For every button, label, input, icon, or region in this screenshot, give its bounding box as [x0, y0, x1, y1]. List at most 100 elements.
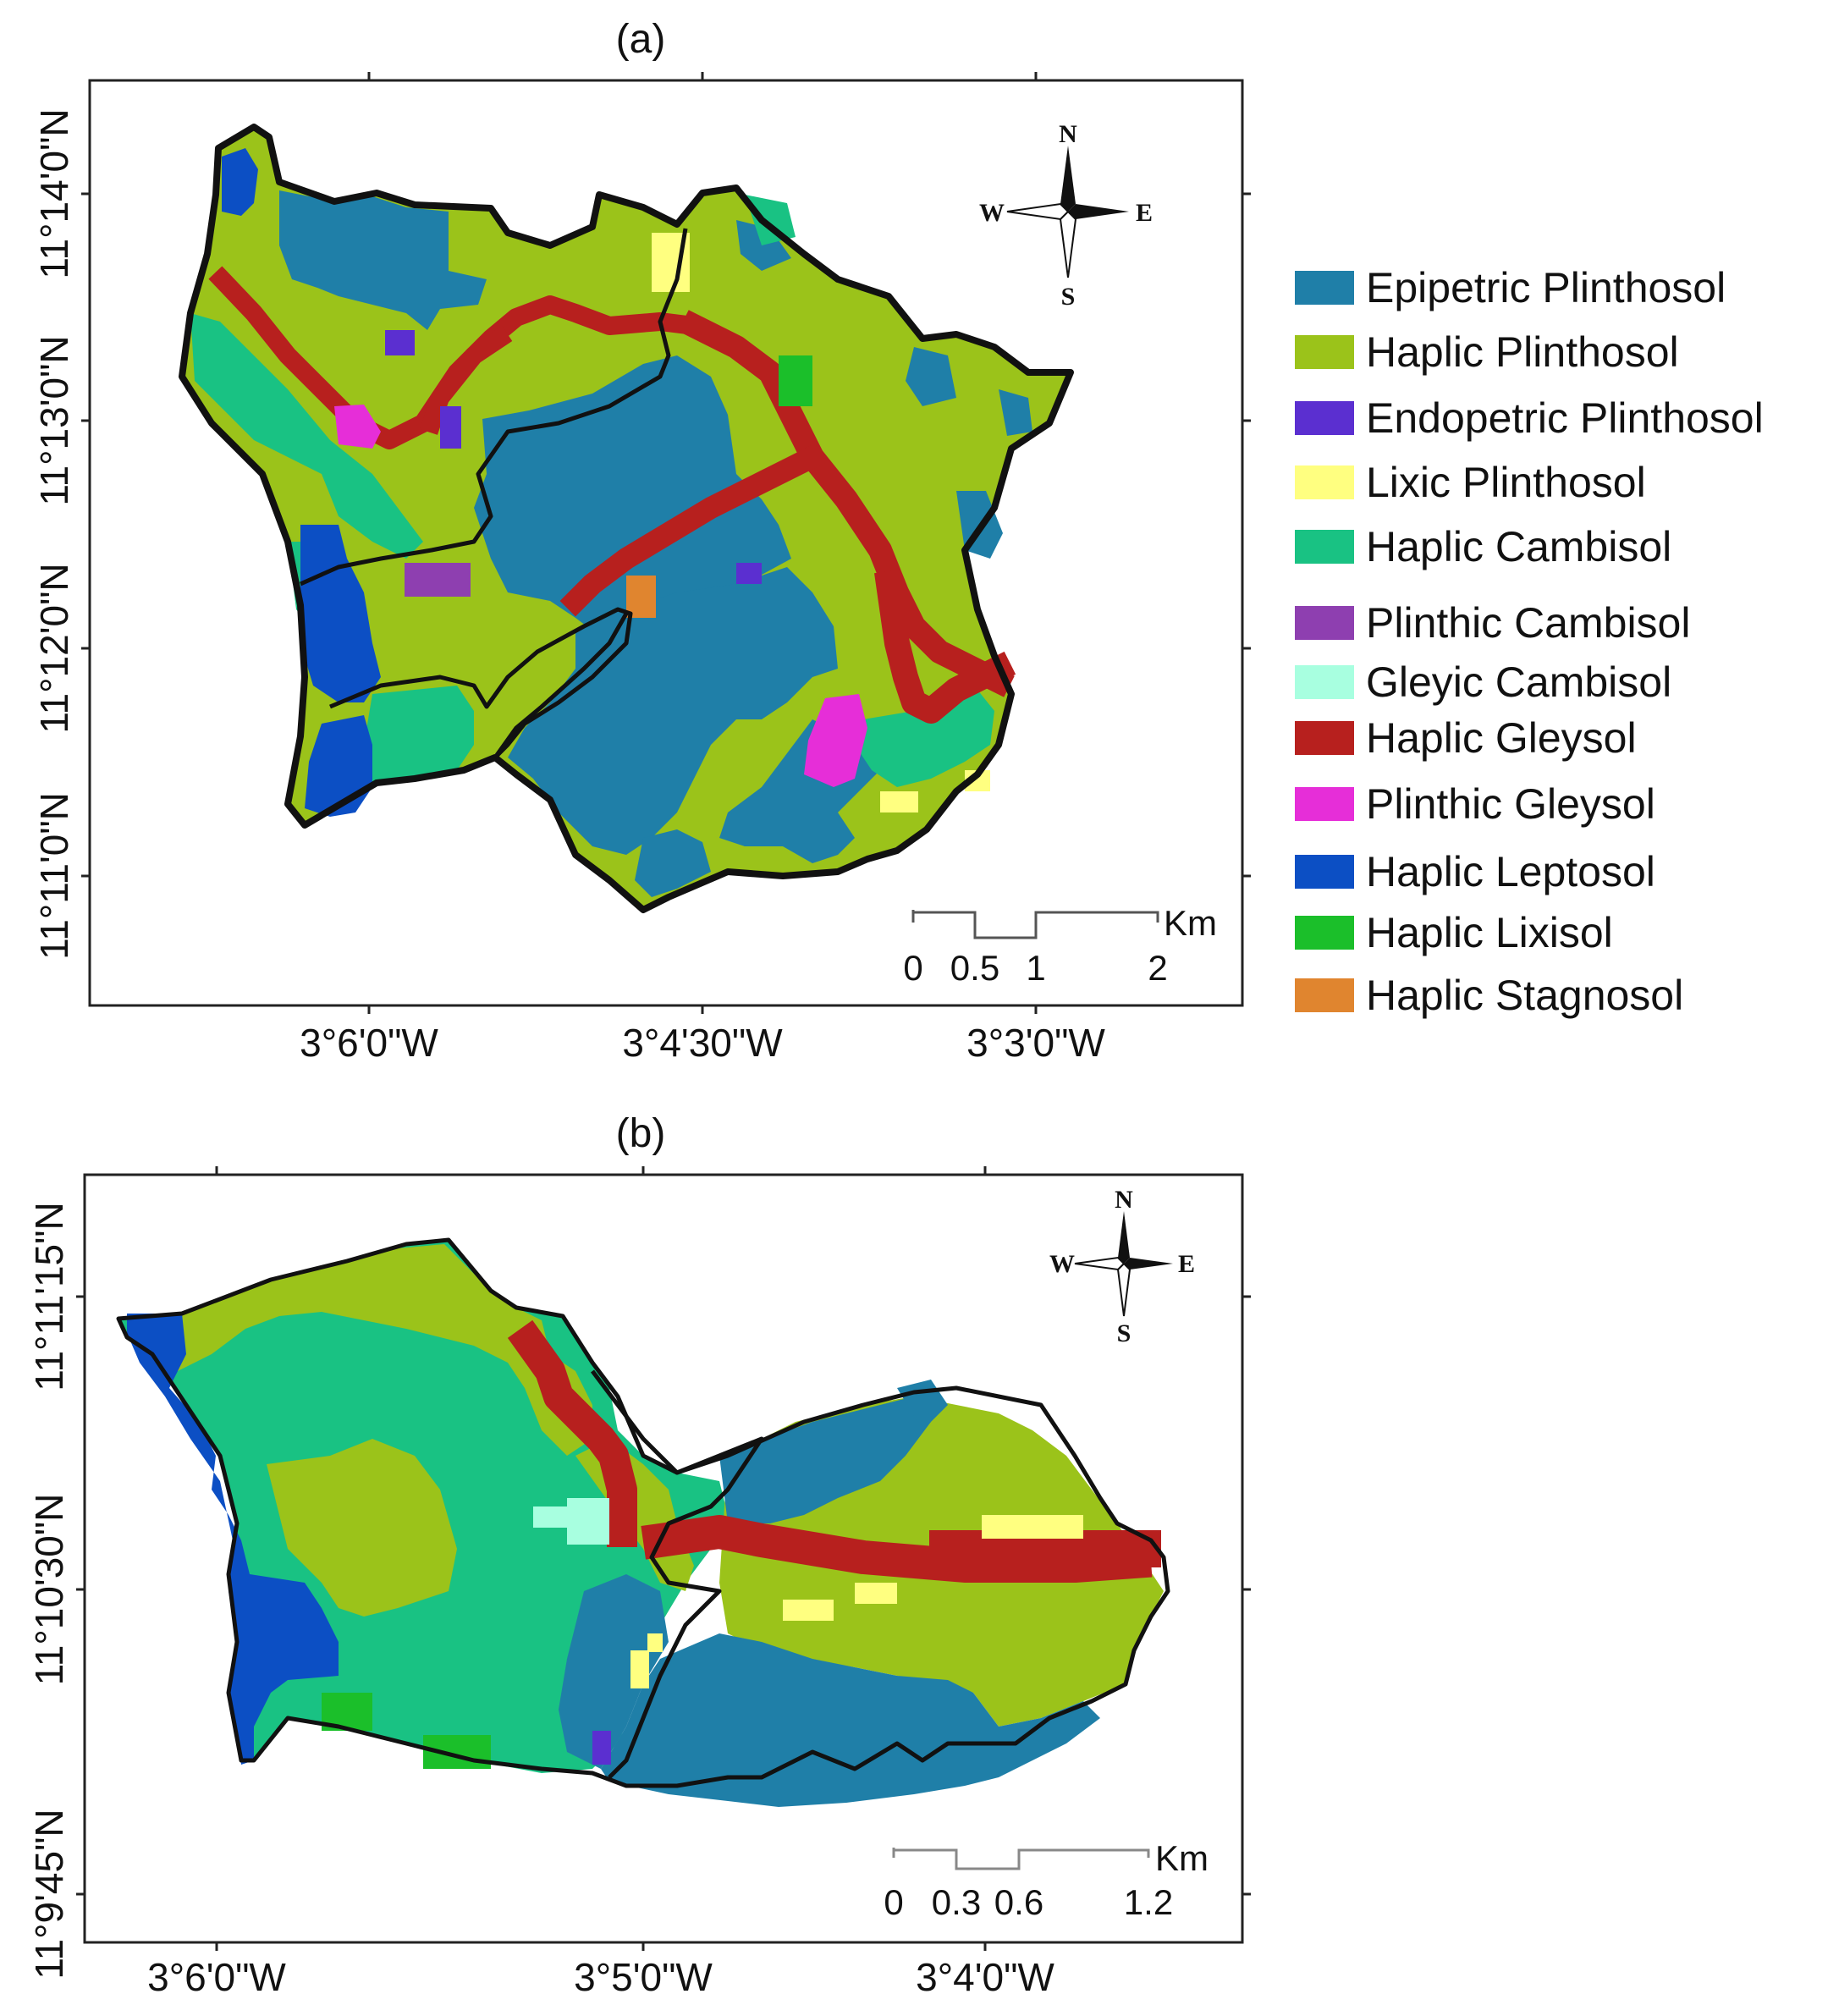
- epipetric-b-northeast: [719, 1396, 931, 1523]
- scale-label: 0.3: [932, 1882, 981, 1922]
- lixic-plinthosol-patch-b3: [855, 1583, 897, 1604]
- epipetric-b-mid: [559, 1574, 669, 1769]
- leptosol-patch-southwest: [305, 715, 372, 817]
- legend-item: Plinthic Gleysol: [1295, 780, 1655, 828]
- panel-b-title: (b): [616, 1111, 666, 1156]
- x-tick-label: 3°4'30"W: [622, 1021, 783, 1065]
- gleysol-channel-north: [420, 325, 513, 435]
- legend-item: Haplic Plinthosol: [1295, 328, 1679, 376]
- legend-item: Lixic Plinthosol: [1295, 459, 1646, 506]
- panel-a-soil-map: [179, 124, 1074, 913]
- legend-item: Endopetric Plinthosol: [1295, 394, 1764, 442]
- legend-item: Haplic Leptosol: [1295, 848, 1655, 895]
- epipetric-b-south: [601, 1633, 1100, 1807]
- endopetric-plinthosol-patch-3: [736, 563, 762, 584]
- panel-a-x-tick-labels: 3°6'0"W 3°4'30"W 3°3'0"W: [300, 1021, 1105, 1065]
- y-tick-label: 11°14'0"N: [32, 108, 76, 278]
- scale-bar-b: 0 0.3 0.6 1.2 Km: [884, 1838, 1209, 1922]
- legend-label: Haplic Stagnosol: [1366, 972, 1683, 1019]
- x-tick-label: 3°6'0"W: [300, 1021, 438, 1065]
- soil-epipetric-plinthosol-areas-b: [559, 1380, 1100, 1807]
- lixic-plinthosol-patch-south: [880, 791, 918, 812]
- legend-label: Plinthic Gleysol: [1366, 780, 1655, 828]
- scale-label: 0.5: [950, 948, 999, 988]
- legend-swatch: [1295, 978, 1354, 1012]
- subwatershed-divide-2: [329, 607, 633, 759]
- legend-item: Haplic Lixisol: [1295, 909, 1613, 956]
- legend-swatch: [1295, 787, 1354, 821]
- panel-a: (a): [32, 17, 1251, 1065]
- legend-item: Epipetric Plinthosol: [1295, 264, 1726, 311]
- gleyic-cambisol-patch: [533, 1506, 567, 1528]
- svg-text:S: S: [1117, 1319, 1131, 1347]
- panel-a-y-tick-labels: 11°14'0"N 11°13'0"N 11°12'0"N 11°11'0"N: [32, 108, 76, 960]
- scale-label: 1.2: [1124, 1882, 1173, 1922]
- panel-b: (b): [27, 1111, 1251, 1999]
- legend-label: Endopetric Plinthosol: [1366, 394, 1764, 442]
- legend-swatch: [1295, 335, 1354, 369]
- panel-a-frame: [88, 79, 1244, 1007]
- epipetric-patch-northeast: [906, 347, 956, 406]
- watershed-boundary-b: [116, 1237, 1170, 1788]
- legend-label: Haplic Cambisol: [1366, 523, 1671, 570]
- panel-b-axis-ticks: [76, 1166, 1251, 1951]
- plinthic-gleysol-patch-west: [334, 405, 381, 449]
- svg-text:W: W: [979, 199, 1005, 227]
- svg-text:S: S: [1061, 283, 1076, 311]
- legend-item: Haplic Gleysol: [1295, 714, 1637, 762]
- x-tick-label: 3°4'0"W: [916, 1955, 1054, 1999]
- svg-text:N: N: [1059, 120, 1077, 148]
- legend-label: Plinthic Cambisol: [1366, 599, 1690, 647]
- legend-label: Haplic Plinthosol: [1366, 328, 1679, 376]
- plinthic-gleysol-patch-south: [804, 694, 867, 787]
- soil-plinthic-gleysol-areas: [334, 405, 867, 787]
- cambisol-patch-southeast: [855, 690, 994, 787]
- legend-label: Haplic Gleysol: [1366, 714, 1637, 762]
- lixic-plinthosol-patch-b1: [982, 1515, 1083, 1539]
- lixic-plinthosol-patch-b4: [630, 1650, 649, 1688]
- haplic-stagnosol-patch: [626, 576, 656, 618]
- lixic-plinthosol-patch-b2: [783, 1600, 834, 1621]
- epipetric-patch-north-right: [736, 220, 791, 271]
- panel-b-soil-map: [116, 1237, 1170, 1807]
- legend-swatch: [1295, 530, 1354, 564]
- y-tick-label: 11°11'15"N: [27, 1202, 71, 1391]
- legend-item: Plinthic Cambisol: [1295, 599, 1690, 647]
- scale-label: 1: [1026, 948, 1045, 988]
- scale-label: 0: [884, 1882, 903, 1922]
- panel-b-frame: [83, 1173, 1244, 1944]
- y-tick-label: 11°13'0"N: [32, 335, 76, 505]
- legend-item: Haplic Stagnosol: [1295, 972, 1683, 1019]
- legend-swatch: [1295, 465, 1354, 499]
- scale-unit: Km: [1155, 1838, 1209, 1878]
- panel-b-y-tick-labels: 11°11'15"N 11°10'30"N 11°9'45"N: [27, 1202, 71, 1979]
- plinthic-cambisol-patch: [405, 563, 471, 597]
- north-arrow-icon: N S E W: [1049, 1186, 1195, 1347]
- y-tick-label: 11°10'30"N: [27, 1494, 71, 1686]
- x-tick-label: 3°3'0"W: [966, 1021, 1105, 1065]
- cambisol-patch-southwest: [364, 686, 474, 783]
- epipetric-patch-south: [508, 567, 838, 855]
- endopetric-plinthosol-patch-b: [592, 1731, 611, 1765]
- legend-item: Gleyic Cambisol: [1295, 658, 1671, 706]
- endopetric-plinthosol-patch-2: [440, 406, 461, 449]
- scale-label: 0: [903, 948, 922, 988]
- scale-label: 2: [1148, 948, 1167, 988]
- north-arrow-icon: N S E W: [979, 120, 1153, 311]
- gleysol-channel-south: [559, 442, 828, 617]
- soil-haplic-leptosol-areas: [222, 148, 381, 817]
- plinthosol-b-center: [267, 1439, 457, 1617]
- haplic-lixisol-patch: [779, 355, 812, 406]
- panel-b-x-tick-labels: 3°6'0"W 3°5'0"W 3°4'0"W: [147, 1955, 1054, 1999]
- soil-haplic-gleysol-network: [208, 266, 1016, 724]
- endopetric-plinthosol-patch-1: [385, 330, 415, 355]
- legend-item: Haplic Cambisol: [1295, 523, 1671, 570]
- scale-label: 0.6: [994, 1882, 1043, 1922]
- legend-swatch: [1295, 855, 1354, 889]
- y-tick-label: 11°12'0"N: [32, 563, 76, 733]
- epipetric-patch-south-edge: [635, 829, 711, 897]
- legend-label: Haplic Lixisol: [1366, 909, 1613, 956]
- epipetric-patch-north: [279, 190, 487, 330]
- legend-label: Gleyic Cambisol: [1366, 658, 1671, 706]
- subwatershed-divide-b: [591, 1369, 764, 1779]
